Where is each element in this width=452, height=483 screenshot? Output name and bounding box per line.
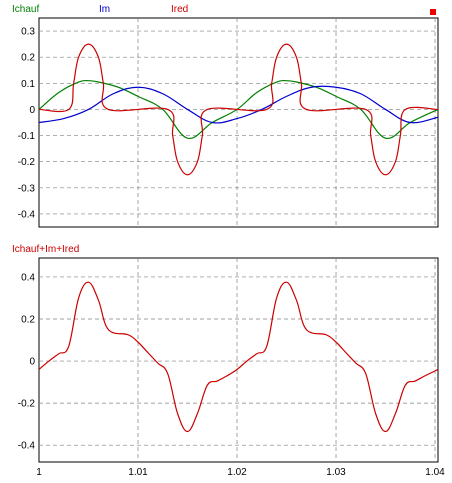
legend-ired: Ired <box>171 4 188 15</box>
x-tick-label: 1.04 <box>425 467 445 478</box>
series-line-ired <box>38 43 439 176</box>
legend-im: Im <box>99 4 110 15</box>
y-tick-label: -0.1 <box>18 131 36 142</box>
y-tick-label: -0.3 <box>18 183 36 194</box>
top-plot: 0.3 0.2 0.1 0 -0.1 -0.2 -0.3 -0.4 <box>18 17 439 228</box>
y-tick-label: 0.4 <box>21 272 35 283</box>
corner-marker <box>430 9 436 15</box>
y-tick-label: 0.1 <box>21 79 35 90</box>
y-tick-label: 0.2 <box>21 53 35 64</box>
y-tick-label: -0.4 <box>18 209 36 220</box>
y-tick-label: 0.3 <box>21 27 35 38</box>
x-tick-label: 1.01 <box>128 467 148 478</box>
x-tick-label: 1 <box>36 467 42 478</box>
y-tick-label: 0 <box>29 105 35 116</box>
x-tick-label: 1.03 <box>326 467 346 478</box>
y-tick-label: 0.2 <box>21 314 35 325</box>
y-tick-label: 0 <box>29 357 35 368</box>
series-line-im <box>38 85 439 124</box>
bottom-plot: 0.4 0.2 0 -0.2 -0.4 1 1.01 1.02 1.03 1.04 <box>18 257 445 478</box>
y-tick-label: -0.2 <box>18 399 36 410</box>
y-tick-label: -0.2 <box>18 157 36 168</box>
legend-ichauf: Ichauf <box>12 4 39 15</box>
x-tick-label: 1.02 <box>227 467 247 478</box>
series-line-ichauf-im-ired <box>38 281 439 433</box>
plot-frame <box>38 257 439 463</box>
plot-frame <box>38 17 439 228</box>
legend-sum: Ichauf+Im+Ired <box>12 244 79 255</box>
y-tick-label: -0.4 <box>18 441 36 452</box>
